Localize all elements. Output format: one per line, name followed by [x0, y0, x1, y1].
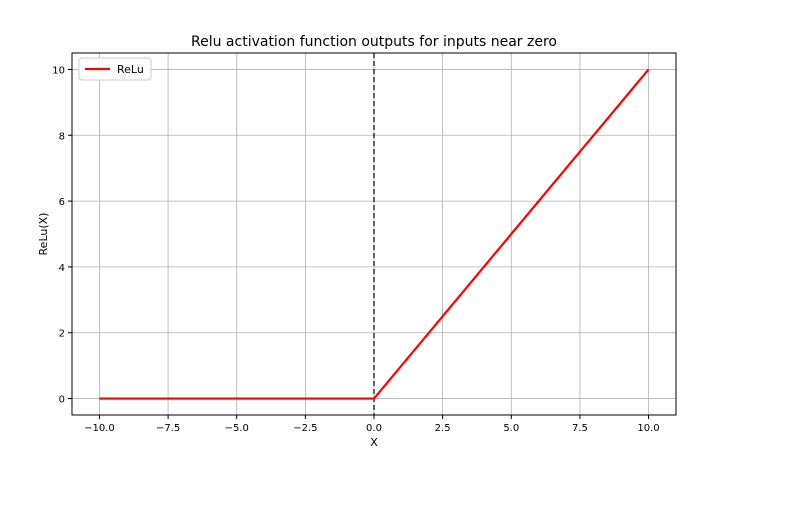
x-tick-label-8: 10.0: [637, 423, 659, 434]
x-tick-label-0: −10.0: [84, 423, 115, 434]
legend-box: [78, 57, 152, 81]
legend-label-relu: ReLu: [117, 63, 144, 76]
x-tick-label-6: 5.0: [503, 423, 519, 434]
x-tick-label-4: 0.0: [366, 423, 382, 434]
y-tick-label-5: 10: [52, 65, 65, 76]
legend: ReLu: [78, 57, 152, 81]
y-tick-label-2: 4: [59, 263, 65, 274]
x-axis-label: X: [370, 436, 378, 449]
y-axis-label: ReLu(X): [37, 213, 50, 256]
x-axis-ticks: −10.0 −7.5 −5.0 −2.5 0.0 2.5 5.0 7.5 10.0: [84, 415, 660, 434]
x-tick-label-3: −2.5: [293, 423, 317, 434]
x-tick-label-7: 7.5: [572, 423, 588, 434]
y-tick-label-0: 0: [59, 395, 65, 406]
y-tick-label-4: 8: [59, 131, 65, 142]
series-layer: [99, 68, 650, 400]
y-axis-ticks: 0 2 4 6 8 10: [52, 65, 72, 406]
y-tick-label-3: 6: [59, 197, 65, 208]
x-tick-label-5: 2.5: [435, 423, 451, 434]
y-tick-label-1: 2: [59, 329, 65, 340]
x-tick-label-1: −7.5: [156, 423, 180, 434]
chart-title: Relu activation function outputs for inp…: [191, 34, 557, 50]
x-tick-label-2: −5.0: [225, 423, 249, 434]
series-line-0: [99, 68, 650, 400]
